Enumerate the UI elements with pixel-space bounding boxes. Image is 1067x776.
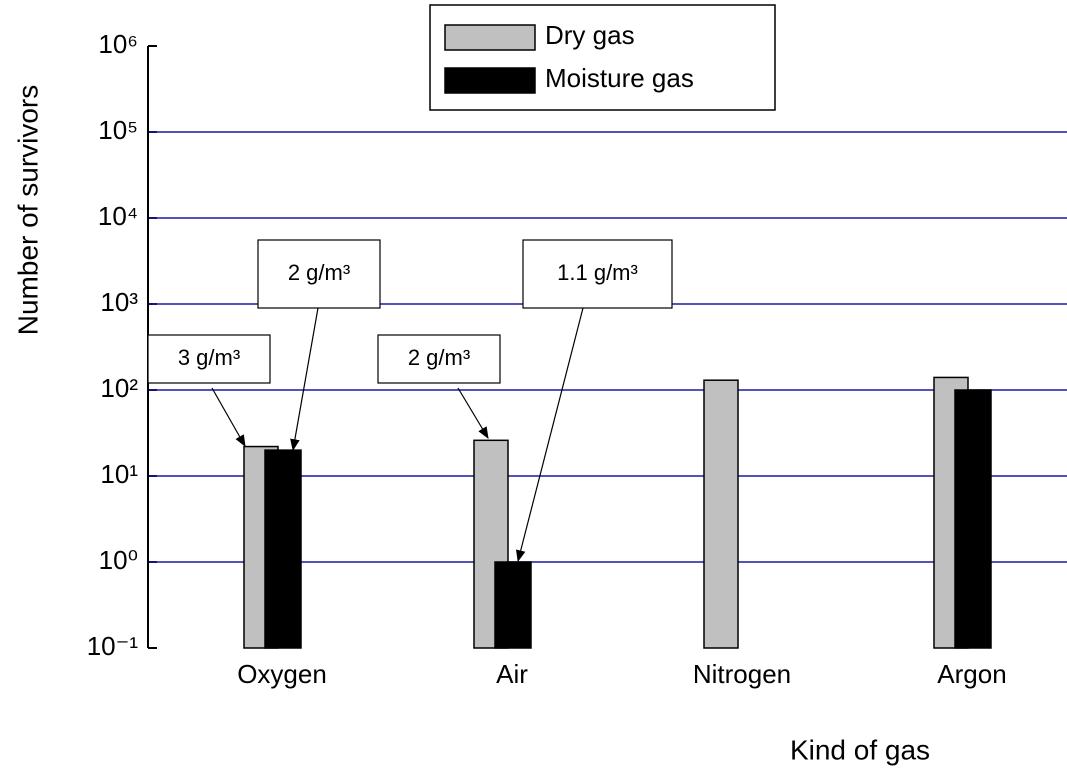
annotation: 3 g/m³ xyxy=(178,345,240,370)
bar xyxy=(473,439,509,649)
legend-swatch xyxy=(444,67,536,94)
x-tick-label: Argon xyxy=(937,659,1006,689)
y-tick-label: 10⁰ xyxy=(99,545,138,575)
legend-label: Moisture gas xyxy=(545,63,694,93)
legend-swatch xyxy=(444,24,536,51)
annotation-arrow xyxy=(457,387,489,440)
y-tick-label: 10² xyxy=(100,373,138,403)
annotation-arrow xyxy=(211,387,246,448)
legend-label: Dry gas xyxy=(545,20,635,50)
annotation-arrow xyxy=(516,307,584,563)
annotation: 2 g/m³ xyxy=(288,260,350,285)
x-tick-label: Oxygen xyxy=(237,659,327,689)
y-tick-label: 10⁴ xyxy=(98,201,138,231)
y-tick-label: 10⁵ xyxy=(98,115,138,145)
annotation-box xyxy=(147,334,271,384)
annotation: 1.1 g/m³ xyxy=(557,260,638,285)
y-tick-label: 10⁶ xyxy=(98,29,138,59)
bar xyxy=(494,561,532,649)
bar xyxy=(264,449,302,649)
y-tick-label: 10³ xyxy=(100,287,138,317)
x-tick-label: Air xyxy=(496,659,528,689)
annotation-box xyxy=(377,334,501,384)
y-tick-label: 10⁻¹ xyxy=(87,631,139,661)
bar xyxy=(703,379,739,649)
x-axis-label: Kind of gas xyxy=(790,734,930,765)
y-axis-label: Number of survivors xyxy=(12,85,43,336)
y-tick-label: 10¹ xyxy=(100,459,138,489)
annotation-box xyxy=(257,239,381,309)
bar xyxy=(954,389,992,649)
x-tick-label: Nitrogen xyxy=(693,659,791,689)
annotation-box xyxy=(522,239,673,309)
annotation: 2 g/m³ xyxy=(408,345,470,370)
annotation-arrow xyxy=(290,307,319,452)
